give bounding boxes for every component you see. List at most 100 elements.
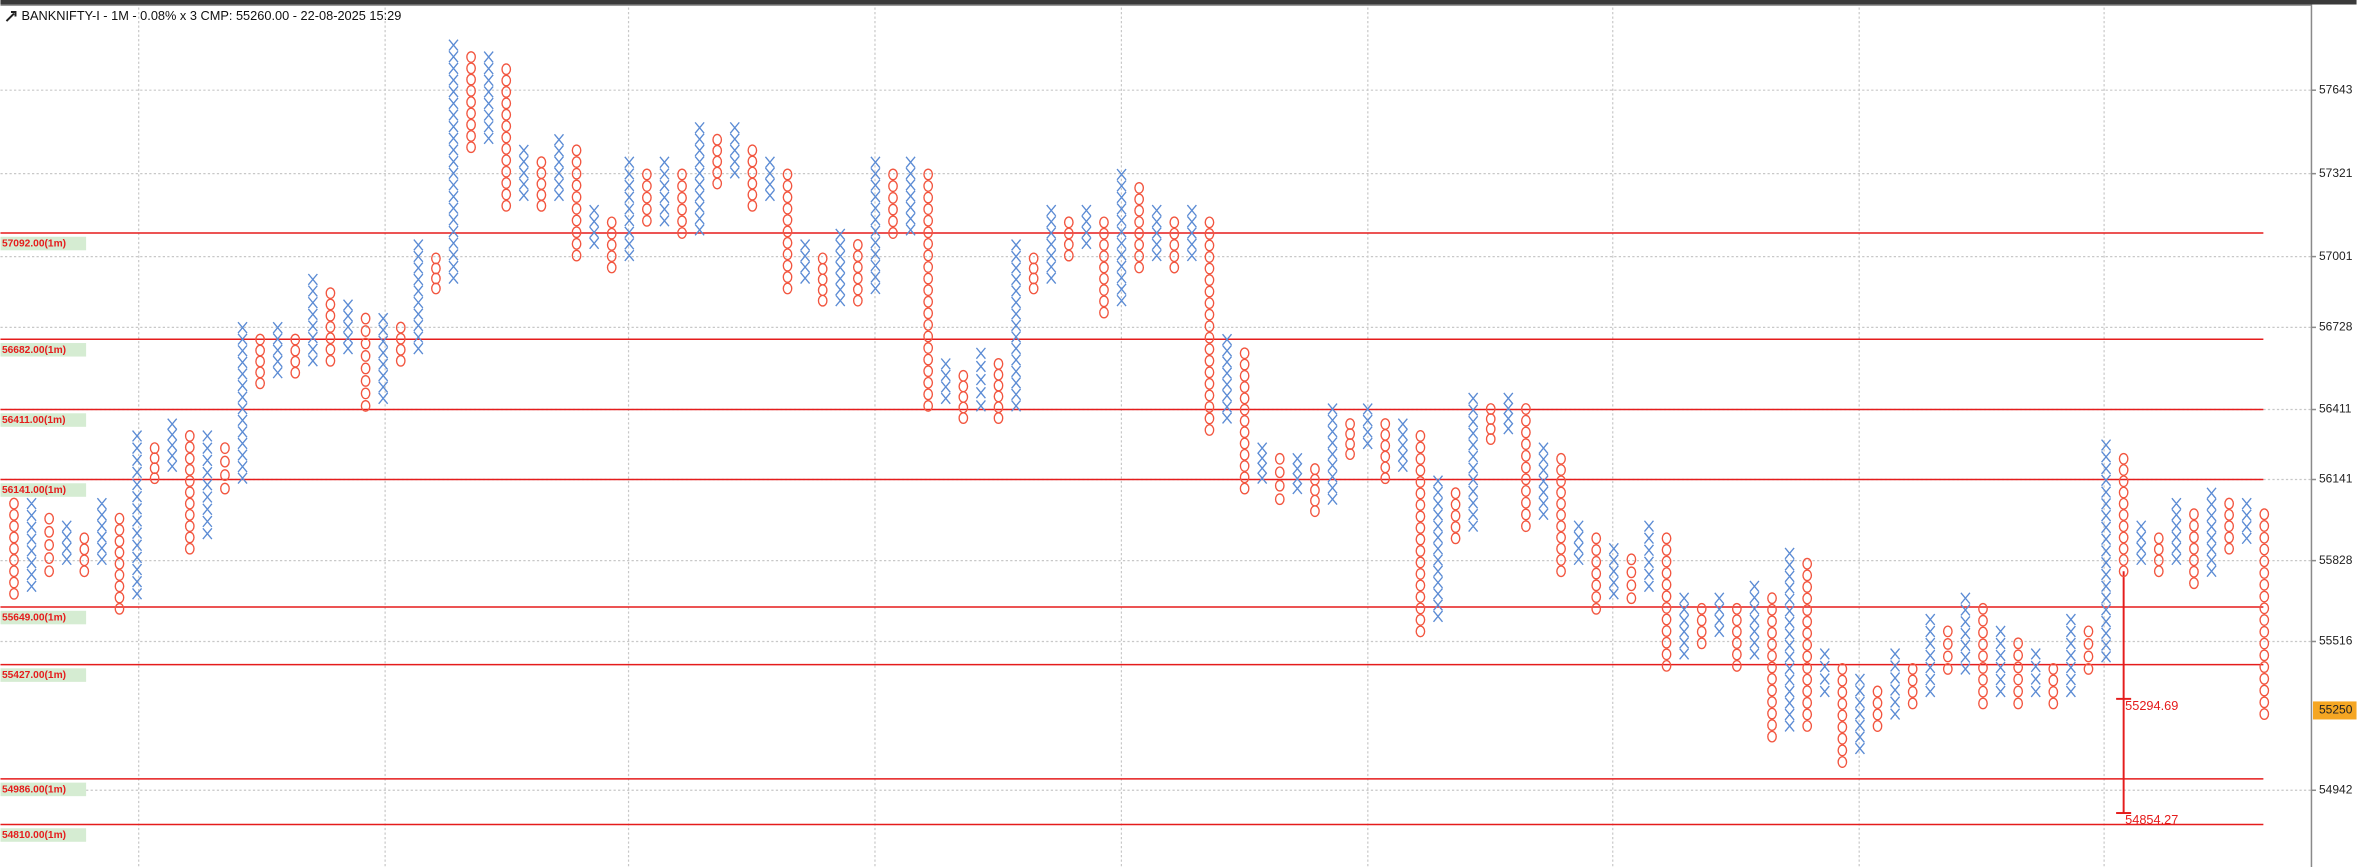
- x-column: [272, 321, 283, 379]
- x-column: [1643, 520, 1654, 593]
- o-column: [44, 512, 55, 578]
- o-column: [782, 168, 793, 295]
- o-column: [1169, 216, 1180, 274]
- x-column: [1186, 204, 1197, 262]
- x-column: [1573, 520, 1584, 566]
- x-column: [1714, 592, 1725, 638]
- o-column: [1063, 216, 1074, 262]
- o-column: [1802, 557, 1813, 732]
- x-column: [1116, 168, 1127, 307]
- x-column: [870, 156, 881, 295]
- x-column: [659, 156, 670, 227]
- o-column: [888, 168, 898, 239]
- x-column: [1538, 442, 1549, 521]
- x-column: [2101, 439, 2112, 663]
- chart-title: BANKNIFTY-I - 1M - 0.08% x 3 CMP: 55260.…: [21, 8, 401, 23]
- o-column: [1028, 252, 1039, 295]
- o-column: [360, 312, 371, 412]
- o-column: [1696, 602, 1707, 650]
- o-column: [501, 63, 512, 212]
- level-label-bg: [0, 828, 87, 842]
- x-column: [483, 51, 494, 145]
- o-column: [1099, 216, 1109, 319]
- x-column: [202, 430, 213, 540]
- x-column: [413, 239, 424, 355]
- o-column: [817, 252, 828, 307]
- y-tick-label: 56411: [2319, 402, 2352, 416]
- x-column: [1292, 452, 1303, 495]
- o-column: [923, 168, 934, 412]
- target-label: 54854.27: [2125, 812, 2178, 827]
- x-column: [905, 156, 916, 236]
- level-label: 54986.00(1m): [2, 784, 66, 795]
- o-column: [149, 442, 160, 485]
- current-price-label: 55250: [2319, 703, 2353, 717]
- o-column: [1626, 553, 1637, 605]
- x-column: [940, 358, 951, 405]
- x-column: [1327, 403, 1338, 506]
- o-column: [79, 532, 90, 578]
- x-column: [1046, 204, 1057, 284]
- level-label-bg: [0, 343, 87, 357]
- o-column: [2083, 625, 2094, 675]
- x-column: [1257, 442, 1268, 485]
- o-column: [1485, 403, 1496, 445]
- y-tick-label: 54942: [2319, 782, 2353, 796]
- o-column: [2259, 508, 2270, 720]
- level-label: 56411.00(1m): [2, 415, 66, 426]
- x-column: [2206, 487, 2217, 578]
- x-column: [1679, 592, 1690, 660]
- o-column: [1978, 602, 1988, 710]
- x-column: [729, 121, 740, 179]
- o-column: [1521, 403, 1531, 533]
- o-column: [2048, 663, 2059, 710]
- x-column: [342, 299, 354, 355]
- o-column: [325, 287, 336, 367]
- x-column: [1468, 392, 1479, 533]
- x-column: [764, 156, 775, 202]
- o-column: [852, 239, 863, 307]
- o-column: [9, 497, 19, 600]
- x-column: [1749, 580, 1760, 660]
- x-column: [2065, 613, 2076, 698]
- y-tick-label: 57643: [2319, 82, 2353, 96]
- o-column: [2013, 637, 2024, 710]
- o-column: [1310, 463, 1320, 517]
- level-label: 55649.00(1m): [2, 613, 66, 624]
- level-label-bg: [0, 483, 87, 497]
- o-column: [1661, 532, 1672, 672]
- y-tick-label: 57321: [2319, 166, 2353, 180]
- x-column: [1397, 418, 1408, 473]
- x-column: [1925, 613, 1936, 698]
- o-column: [290, 333, 301, 379]
- level-label: 56141.00(1m): [2, 485, 66, 496]
- x-column: [2030, 648, 2041, 698]
- o-column: [958, 369, 969, 424]
- o-column: [2118, 452, 2129, 578]
- o-column: [1450, 487, 1461, 545]
- o-column: [606, 216, 617, 274]
- x-column: [553, 133, 565, 202]
- o-column: [466, 51, 476, 154]
- y-tick-label: 55516: [2319, 634, 2353, 648]
- x-column: [132, 430, 143, 600]
- y-tick-label: 56728: [2319, 320, 2353, 334]
- x-column: [835, 228, 846, 307]
- o-column: [255, 333, 265, 390]
- x-column: [694, 121, 705, 236]
- x-column: [167, 418, 178, 473]
- x-column: [1011, 239, 1022, 412]
- level-label: 57092.00(1m): [2, 239, 66, 250]
- o-column: [395, 321, 406, 367]
- o-column: [220, 442, 230, 495]
- levels: 57092.00(1m) 56682.00(1m) 56411.00(1m) 5614…: [0, 232, 2264, 842]
- level-label-bg: [0, 236, 87, 251]
- o-column: [2153, 532, 2164, 578]
- y-tick-label: 56141: [2319, 472, 2353, 486]
- o-column: [2224, 497, 2235, 555]
- o-column: [1872, 685, 1883, 732]
- x-column: [1819, 648, 1830, 698]
- x-column: [975, 347, 986, 412]
- o-column: [712, 133, 723, 190]
